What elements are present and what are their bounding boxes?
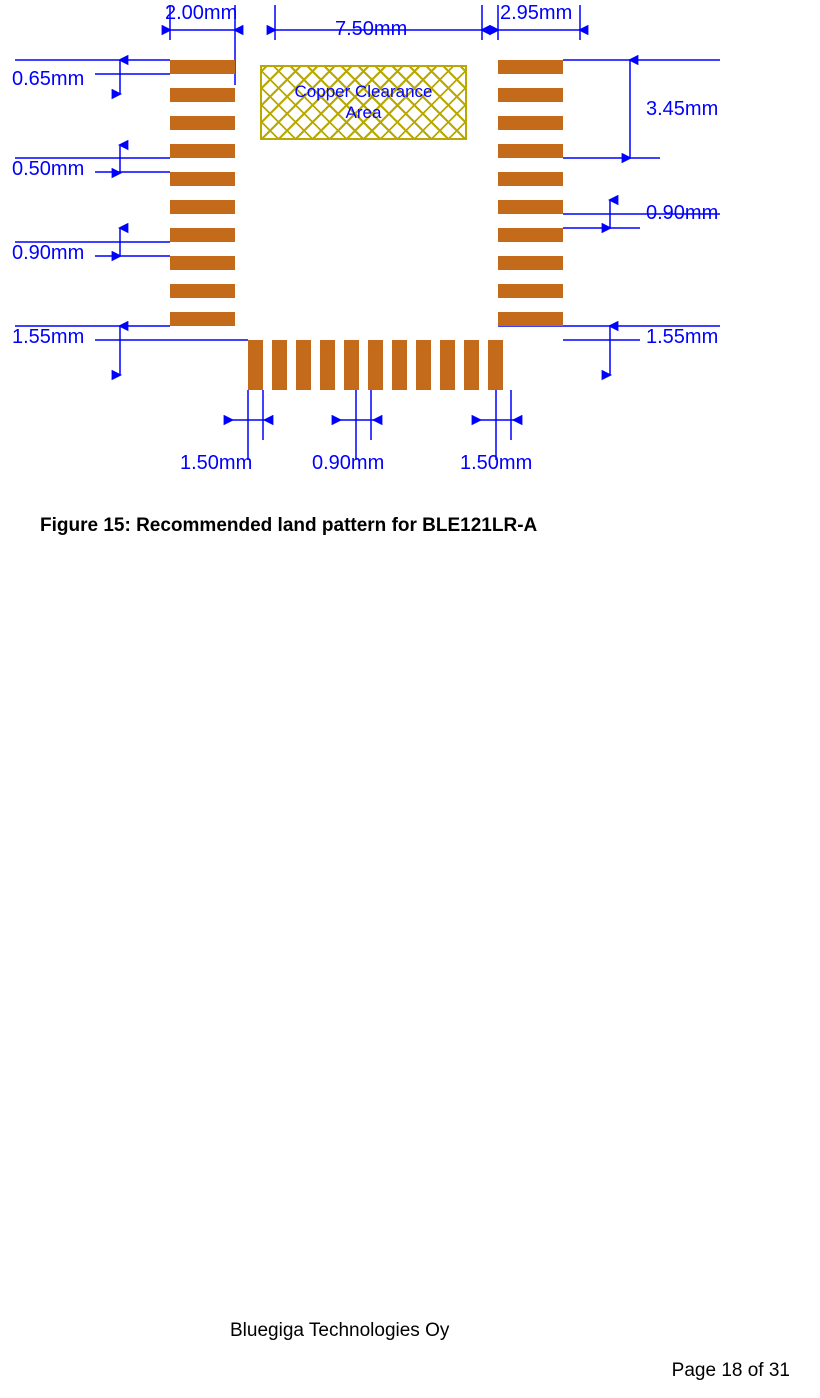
copper-pad — [344, 340, 359, 390]
copper-pad — [440, 340, 455, 390]
copper-pad — [488, 340, 503, 390]
copper-pad — [320, 340, 335, 390]
copper-pad — [170, 312, 235, 326]
copper-pad — [170, 88, 235, 102]
dimension-label: 0.50mm — [12, 158, 84, 181]
dimension-label: 0.90mm — [312, 452, 384, 475]
copper-pad — [170, 116, 235, 130]
copper-pad — [416, 340, 431, 390]
copper-pad — [170, 60, 235, 74]
dimension-label: 0.90mm — [646, 202, 718, 225]
figure-caption: Figure 15: Recommended land pattern for … — [40, 515, 537, 537]
copper-pad — [498, 256, 563, 270]
copper-pad — [170, 284, 235, 298]
copper-pad — [170, 256, 235, 270]
copper-pad — [464, 340, 479, 390]
page-root: Copper ClearanceArea 2.00mm 7.50mm 2.95mm 0.… — [0, 0, 820, 1398]
copper-pad — [498, 200, 563, 214]
copper-pad — [498, 116, 563, 130]
dimension-label: 1.55mm — [12, 326, 84, 349]
copper-pad — [498, 312, 563, 326]
copper-pad — [296, 340, 311, 390]
dimension-label: 0.90mm — [12, 242, 84, 265]
copper-pad — [498, 60, 563, 74]
dimension-label: 1.50mm — [460, 452, 532, 475]
copper-pad — [170, 200, 235, 214]
copper-clearance-area: Copper ClearanceArea — [260, 65, 467, 140]
clearance-label-line2: Area — [346, 103, 382, 123]
copper-pad — [498, 284, 563, 298]
dimension-label: 2.00mm — [165, 2, 237, 25]
footer-page-number: Page 18 of 31 — [672, 1360, 790, 1382]
clearance-label-line1: Copper Clearance — [295, 82, 433, 102]
dimension-label: 2.95mm — [500, 2, 572, 25]
land-pattern-diagram: Copper ClearanceArea 2.00mm 7.50mm 2.95mm 0.… — [0, 0, 820, 490]
footer-company: Bluegiga Technologies Oy — [230, 1320, 449, 1342]
copper-pad — [272, 340, 287, 390]
copper-pad — [368, 340, 383, 390]
copper-pad — [498, 228, 563, 242]
copper-pad — [248, 340, 263, 390]
copper-pad — [170, 228, 235, 242]
dimension-label: 1.50mm — [180, 452, 252, 475]
copper-pad — [170, 172, 235, 186]
dimension-label: 7.50mm — [335, 18, 407, 41]
copper-pad — [498, 88, 563, 102]
copper-pad — [170, 144, 235, 158]
dimension-label: 3.45mm — [646, 98, 718, 121]
dimension-label: 1.55mm — [646, 326, 718, 349]
dimension-label: 0.65mm — [12, 68, 84, 91]
copper-pad — [498, 144, 563, 158]
copper-pad — [392, 340, 407, 390]
copper-pad — [498, 172, 563, 186]
